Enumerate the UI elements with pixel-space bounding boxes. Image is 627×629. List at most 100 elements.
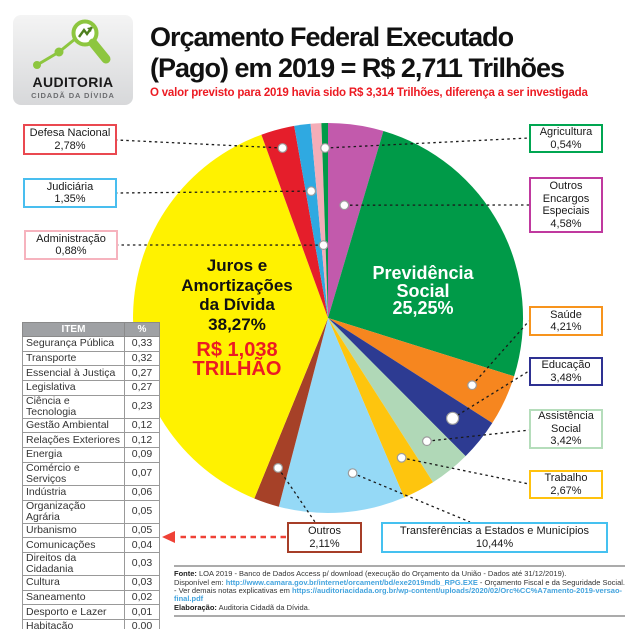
auditoria-link[interactable]: https://auditoriacidada.org.br/wp-conten… [174, 586, 623, 603]
callout-label: Educação [541, 359, 591, 371]
callout-defesa-nacional: Defesa Nacional 2,78% [23, 124, 117, 155]
callout-percent: 1,35% [54, 193, 86, 205]
pie-slice-saude [328, 318, 515, 423]
table-row: Ciência e Tecnologia 0,23 [22, 394, 160, 419]
footer-line-notes: - Ver demais notas explicativas em https… [174, 587, 625, 603]
pie-slice-outros [254, 318, 328, 507]
callout-outros: Outros 2,11% [287, 522, 362, 553]
table-cell-pct: 0,03 [124, 574, 160, 591]
pie-slice-transferencias-a-estados-e-municipios [278, 318, 405, 513]
table-cell-pct: 0,12 [124, 417, 160, 434]
table-row: Comércio e Serviços 0,07 [22, 461, 160, 486]
callout-judiciaria: Judiciária 1,35% [23, 178, 117, 208]
juros-amount-line1: R$ 1,038 [196, 339, 278, 361]
outros-table-arrowhead-icon [162, 531, 175, 543]
previdencia-percent: 25,25% [392, 298, 454, 318]
leader-dot-outros [273, 463, 284, 473]
others-breakdown-table: ITEM % Segurança Pública 0,33 Transporte 0,… [22, 322, 160, 629]
juros-line2: Amortizações [181, 275, 293, 295]
table-row: Desporto e Lazer 0,01 [22, 604, 160, 620]
table-cell-item: Essencial à Justiça [22, 365, 125, 382]
callout-trabalho: Trabalho 2,67% [529, 470, 603, 499]
callout-agricultura: Agricultura 0,54% [529, 124, 603, 153]
pie-slice-trabalho [328, 318, 433, 498]
table-cell-item: Comércio e Serviços [22, 461, 125, 486]
callout-label: Judiciária [46, 180, 94, 193]
callout-label: Outros Encargos Especiais [542, 180, 590, 217]
table-row: Urbanismo 0,05 [22, 522, 160, 539]
magnifier-chart-icon [33, 19, 111, 69]
table-cell-pct: 0,09 [124, 447, 160, 463]
table-cell-item: Saneamento [22, 589, 125, 606]
leader-line-trabalho [401, 457, 530, 485]
pie-slice-agricultura [321, 122, 328, 318]
logo-subtitle: CIDADÃ DA DÍVIDA [31, 91, 115, 100]
table-cell-item: Relações Exteriores [22, 432, 125, 449]
table-cell-pct: 0,33 [124, 336, 160, 352]
table-row: Energia 0,09 [22, 447, 160, 463]
table-row: Indústria 0,06 [22, 484, 160, 501]
callout-label: Trabalho [544, 472, 588, 484]
leader-line-defesa-nacional [116, 139, 283, 149]
table-cell-item: Desporto e Lazer [22, 604, 125, 620]
table-cell-pct: 0,05 [124, 522, 160, 539]
callout-percent: 2,78% [54, 139, 86, 152]
table-cell-item: Urbanismo [22, 522, 125, 539]
juros-line1: Juros e [206, 256, 268, 275]
callout-outros-encargos-especiais: Outros Encargos Especiais 4,58% [529, 177, 603, 233]
callout-label: Saúde [550, 308, 582, 321]
table-header-row: ITEM % [22, 322, 160, 337]
camara-link[interactable]: http://www.camara.gov.br/internet/orcame… [225, 577, 478, 587]
table-cell-item: Transporte [22, 350, 125, 367]
callout-assistencia-social: Assistência Social 3,42% [529, 409, 603, 449]
pie-slice-juros-e-amortizacoes-da-divida [133, 134, 328, 499]
table-cell-item: Cultura [22, 574, 125, 591]
callout-percent: 2,11% [309, 537, 340, 550]
leader-line-judiciaria [116, 190, 312, 194]
pie-label-previdencia: Previdência Social 25,25% [343, 264, 503, 318]
table-header-pct: % [124, 322, 160, 337]
callout-percent: 0,54% [550, 138, 582, 151]
callout-educacao: Educação 3,48% [529, 357, 603, 386]
pie-label-juros: Juros e Amortizações da Dívida 38,27% R$… [148, 256, 326, 379]
leader-line-educacao [452, 370, 530, 419]
footer-available-suffix: - Orçamento Fiscal e da Seguridade Socia… [477, 577, 625, 587]
leader-line-assistencia-social [426, 429, 531, 442]
table-cell-item: Energia [22, 447, 125, 463]
juros-amount: R$ 1,038 TRILHÃO [148, 339, 326, 380]
footer-notes-prefix: - Ver demais notas explicativas em [174, 586, 292, 595]
callout-percent: 3,48% [550, 371, 582, 384]
leader-dot-saude [467, 380, 478, 391]
pie-slice-defesa-nacional [261, 125, 328, 319]
table-row: Saneamento 0,02 [22, 589, 160, 606]
previdencia-line2: Social [396, 280, 450, 301]
leader-dot-judiciaria [306, 186, 317, 197]
juros-line3: da Dívida [199, 295, 275, 314]
table-cell-pct: 0,32 [124, 350, 160, 367]
leader-dot-assistencia-social [422, 436, 432, 447]
callout-transferencias-estados-municipios: Transferências a Estados e Municípios 10… [381, 522, 608, 553]
logo: AUDITORIA CIDADÃ DA DÍVIDA [13, 15, 133, 105]
footer-line-available: Disponível em: http://www.camara.gov.br/… [174, 577, 625, 587]
callout-label: Transferências a Estados e Municípios [399, 525, 590, 537]
callout-percent: 0,88% [55, 245, 87, 257]
leader-dot-defesa-nacional [277, 143, 288, 153]
juros-amount-line2: TRILHÃO [192, 358, 282, 380]
table-header-item: ITEM [22, 322, 125, 337]
pie-slice-judiciaria [294, 123, 328, 318]
leader-dot-transferencias-a-estados-e-municipios [347, 468, 358, 479]
pie-slice-previdencia-social [328, 131, 524, 377]
leader-dot-administracao [318, 240, 329, 251]
table-cell-pct: 0,12 [124, 432, 160, 449]
callout-administracao: Administração 0,88% [24, 230, 118, 260]
leader-dot-educacao [446, 411, 460, 425]
callout-label: Agricultura [539, 126, 593, 138]
footer-elaboration-text: Auditoria Cidadã da Dívida. [216, 602, 310, 612]
table-row: Cultura 0,03 [22, 574, 160, 591]
pie-slice-outros-encargos-especiais [328, 122, 384, 318]
table-cell-pct: 0,03 [124, 551, 160, 576]
footer-notes: Fonte: LOA 2019 - Banco de Dados Access … [174, 565, 625, 617]
callout-label: Administração [36, 232, 106, 245]
callout-label: Defesa Nacional [29, 127, 111, 139]
